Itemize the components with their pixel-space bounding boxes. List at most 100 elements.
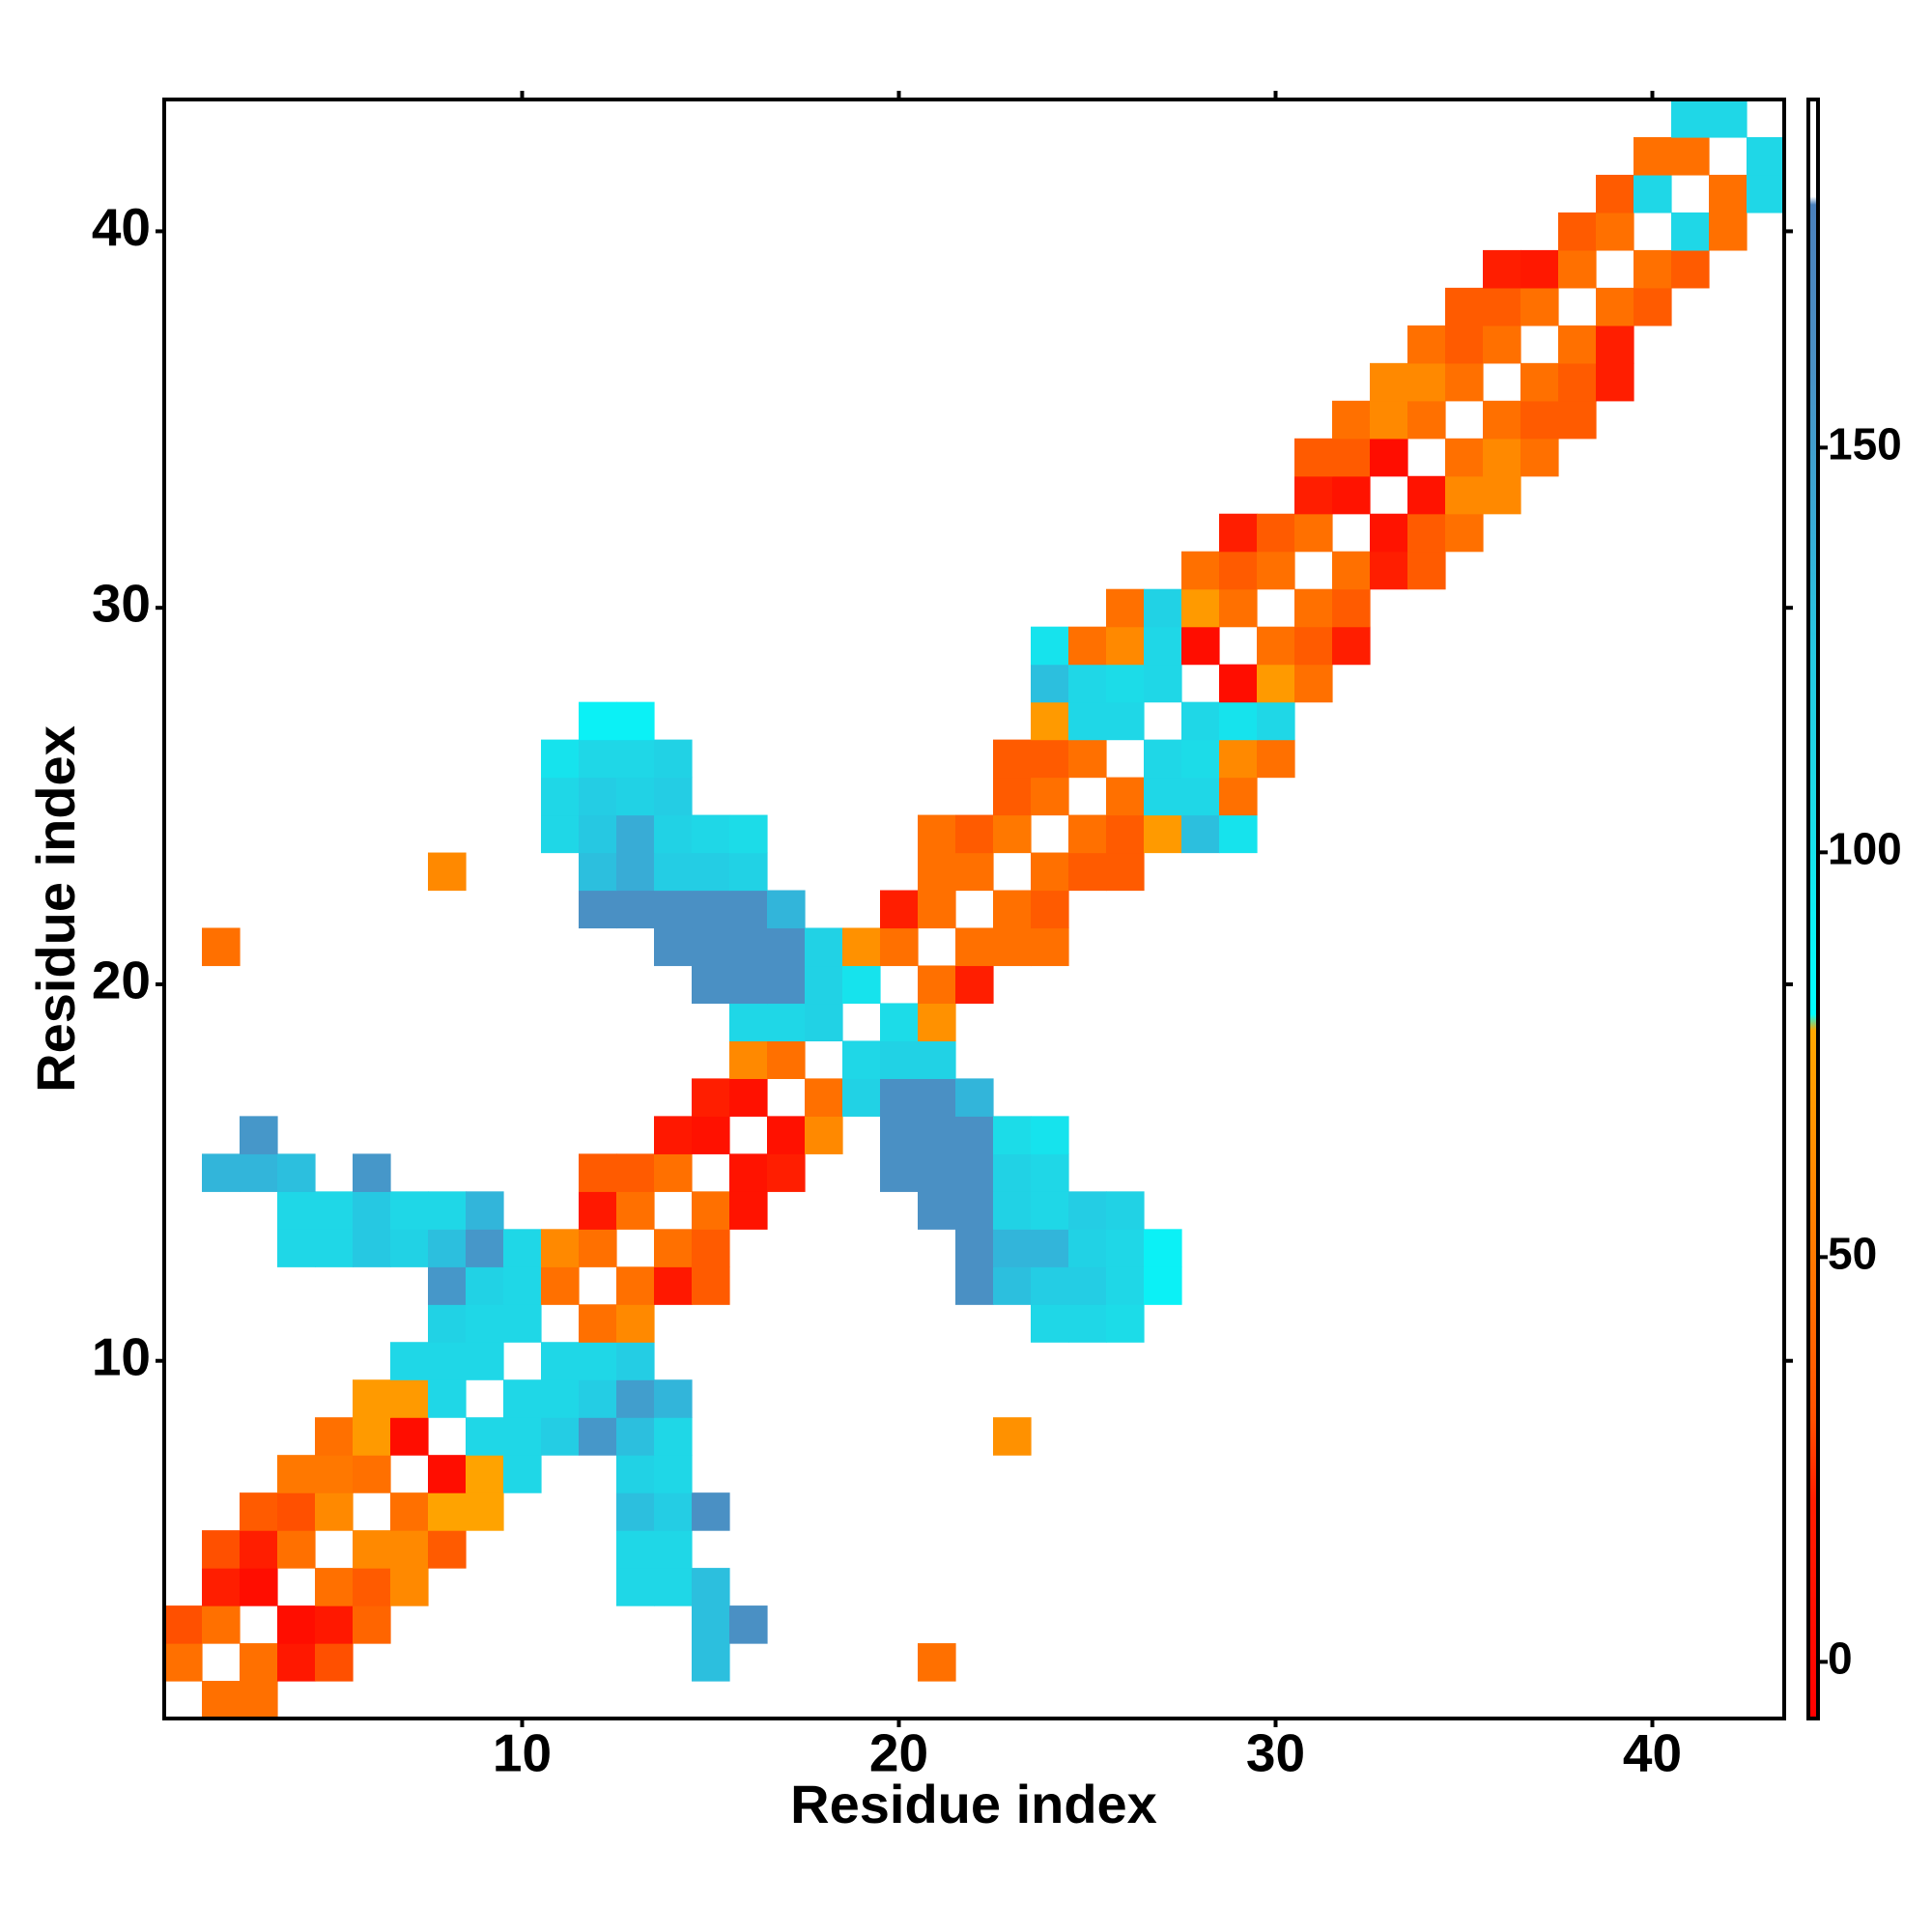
- heatmap-cell: [579, 1304, 617, 1343]
- heatmap-cell: [353, 1568, 391, 1606]
- heatmap-cell: [503, 1266, 542, 1305]
- heatmap-cell: [1332, 400, 1371, 440]
- heatmap-cell: [955, 1266, 994, 1305]
- heatmap-cell: [202, 1605, 241, 1644]
- heatmap-cell: [692, 1643, 730, 1682]
- heatmap-cell: [1596, 174, 1634, 213]
- heatmap-cell: [1445, 513, 1484, 553]
- heatmap-cell: [1520, 438, 1559, 477]
- heatmap-cell: [390, 1568, 429, 1606]
- heatmap-cell: [918, 1040, 956, 1079]
- heatmap-cell: [654, 852, 693, 892]
- heatmap-cell: [616, 1266, 655, 1305]
- heatmap-cell: [805, 1116, 843, 1154]
- heatmap-cell: [353, 1605, 391, 1644]
- heatmap-cell: [1558, 362, 1597, 402]
- heatmap-cell: [1407, 325, 1446, 364]
- heatmap-cell: [880, 1003, 919, 1042]
- heatmap-cell: [1370, 513, 1408, 553]
- colorbar: [1806, 98, 1820, 1720]
- heatmap-cell: [579, 890, 617, 929]
- heatmap-cell: [202, 927, 241, 967]
- heatmap-cell: [993, 927, 1032, 967]
- heatmap-cell: [1483, 438, 1521, 477]
- heatmap-cell: [277, 1455, 316, 1493]
- heatmap-cell: [390, 1417, 429, 1456]
- heatmap-cell: [1483, 475, 1521, 515]
- heatmap-cell: [1219, 513, 1258, 553]
- heatmap-cell: [616, 1304, 655, 1343]
- heatmap-cell: [579, 739, 617, 779]
- heatmap-cell: [353, 1379, 391, 1418]
- heatmap-cell: [805, 965, 843, 1005]
- heatmap-cell: [428, 1266, 467, 1305]
- heatmap-cell: [1031, 701, 1069, 741]
- heatmap-cell: [1407, 475, 1446, 515]
- heatmap-cell: [692, 1266, 730, 1305]
- heatmap-cell: [616, 1379, 655, 1418]
- heatmap-cell: [202, 1568, 241, 1606]
- heatmap-cell: [1709, 212, 1747, 251]
- heatmap-cell: [993, 1266, 1032, 1305]
- heatmap-cell: [955, 852, 994, 892]
- heatmap-cell: [1106, 1191, 1145, 1230]
- heatmap-cell: [1106, 701, 1145, 741]
- heatmap-cell: [1031, 852, 1069, 892]
- y-axis-title: Residue index: [25, 725, 86, 1093]
- heatmap-cell: [315, 1191, 354, 1230]
- heatmap-cell: [164, 1643, 203, 1682]
- heatmap-cell: [955, 814, 994, 854]
- heatmap-cell: [579, 1153, 617, 1192]
- heatmap-cell: [428, 1191, 467, 1230]
- heatmap-cell: [729, 927, 768, 967]
- heatmap-cell: [1483, 325, 1521, 364]
- heatmap-cell: [880, 1116, 919, 1154]
- heatmap-cell: [503, 1417, 542, 1456]
- heatmap-cell: [654, 1379, 693, 1418]
- heatmap-cell: [541, 1342, 580, 1380]
- heatmap-cell: [654, 1229, 693, 1267]
- heatmap-cell: [1031, 1229, 1069, 1267]
- heatmap-cell: [616, 814, 655, 854]
- heatmap-cell: [1031, 1266, 1069, 1305]
- heatmap-cell: [654, 890, 693, 929]
- heatmap-cell: [1294, 475, 1333, 515]
- heatmap-cell: [1709, 99, 1747, 138]
- heatmap-cell: [1671, 212, 1710, 251]
- heatmap-cell: [729, 1605, 768, 1644]
- heatmap-cell: [1558, 325, 1597, 364]
- heatmap-cell: [654, 1266, 693, 1305]
- heatmap-cell: [1219, 701, 1258, 741]
- heatmap-cell: [1671, 249, 1710, 289]
- heatmap-cell: [579, 1191, 617, 1230]
- heatmap-cell: [315, 1605, 354, 1644]
- heatmap-cell: [1068, 626, 1107, 666]
- heatmap-cell: [918, 1153, 956, 1192]
- heatmap-cell: [390, 1342, 429, 1380]
- heatmap-cell: [955, 1078, 994, 1117]
- heatmap-cell: [1596, 212, 1634, 251]
- heatmap-cell: [993, 1191, 1032, 1230]
- heatmap-cell: [428, 1379, 467, 1418]
- heatmap-cell: [466, 1229, 504, 1267]
- heatmap-cell: [955, 965, 994, 1005]
- heatmap-cell: [918, 1003, 956, 1042]
- heatmap-cell: [955, 1153, 994, 1192]
- x-tick-label: 30: [1246, 1723, 1305, 1783]
- heatmap-cell: [1634, 136, 1672, 176]
- heatmap-cell: [1068, 701, 1107, 741]
- heatmap-cell: [1181, 551, 1220, 590]
- heatmap-cell: [616, 1153, 655, 1192]
- heatmap-cell: [1747, 174, 1785, 213]
- heatmap-cell: [729, 890, 768, 929]
- heatmap-cell: [579, 1342, 617, 1380]
- heatmap-cell: [1370, 400, 1408, 440]
- heatmap-cell: [955, 927, 994, 967]
- heatmap-cell: [616, 739, 655, 779]
- heatmap-cell: [1219, 551, 1258, 590]
- heatmap-cell: [1106, 777, 1145, 816]
- heatmap-cell: [1294, 664, 1333, 703]
- heatmap-cell: [466, 1304, 504, 1343]
- heatmap-cell: [1181, 814, 1220, 854]
- heatmap-cell: [579, 1229, 617, 1267]
